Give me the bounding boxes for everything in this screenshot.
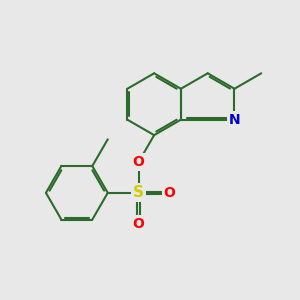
Text: S: S <box>133 185 144 200</box>
Text: N: N <box>229 113 240 127</box>
Text: O: O <box>133 217 145 231</box>
Text: O: O <box>133 155 145 169</box>
Text: O: O <box>164 186 176 200</box>
